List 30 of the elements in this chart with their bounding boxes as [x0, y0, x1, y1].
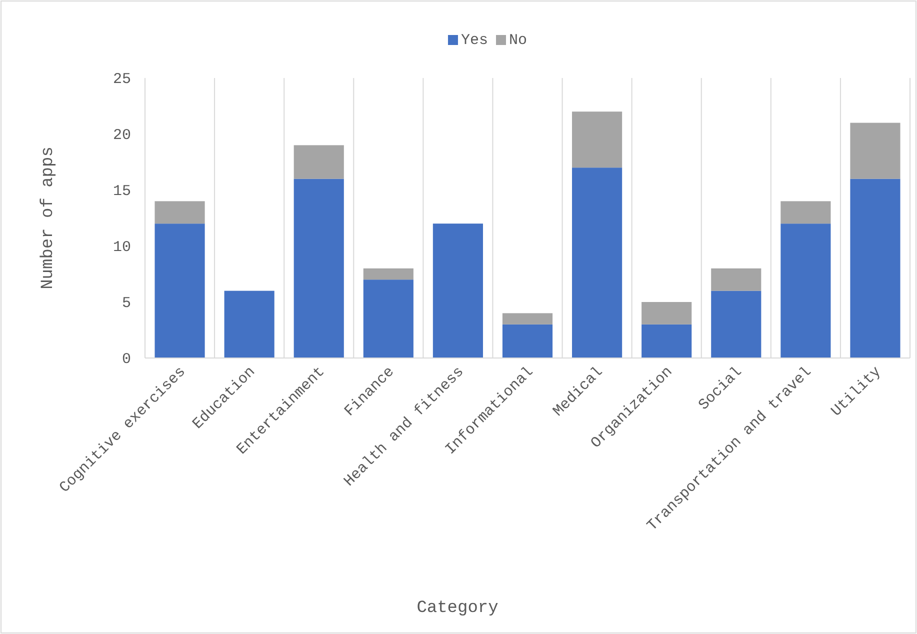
y-tick-label: 25 — [112, 70, 131, 88]
x-axis-title: Category — [416, 599, 498, 618]
y-tick-label: 10 — [112, 238, 131, 256]
bar — [642, 324, 692, 358]
bar — [502, 313, 553, 324]
legend-label: Yes — [460, 32, 488, 49]
bar — [850, 178, 900, 358]
bar — [294, 145, 344, 179]
bar — [711, 290, 762, 358]
bar — [711, 268, 762, 291]
legend-label: No — [509, 32, 528, 49]
bar — [502, 324, 553, 358]
y-tick-label: 15 — [112, 182, 131, 200]
bar — [780, 224, 831, 358]
y-tick-label: 20 — [112, 126, 131, 144]
y-tick-label: 5 — [122, 294, 131, 312]
bar — [850, 122, 900, 179]
bar — [572, 112, 622, 168]
bar — [294, 178, 344, 358]
bar — [642, 302, 692, 324]
bar — [224, 290, 274, 358]
bar — [432, 224, 483, 358]
bar — [780, 201, 831, 224]
y-tick-label: 0 — [122, 350, 131, 368]
bar — [363, 268, 414, 280]
bar — [154, 201, 205, 224]
y-axis-title: Number of apps — [39, 146, 58, 290]
bar — [572, 168, 622, 358]
bar — [363, 280, 414, 358]
bar — [154, 224, 205, 358]
